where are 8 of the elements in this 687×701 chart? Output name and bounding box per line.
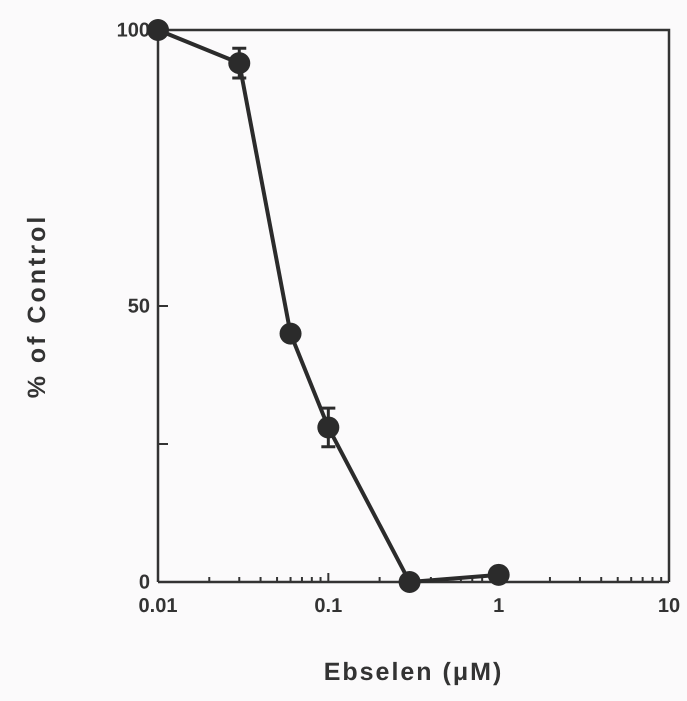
- y-axis-title: % of Control: [23, 214, 51, 398]
- x-axis-title: Ebselen (μM): [324, 658, 504, 686]
- x-tick-label: 0.1: [314, 595, 342, 618]
- x-tick-label: 10: [658, 595, 680, 618]
- y-tick-label: 0: [138, 571, 150, 594]
- x-tick-label: 0.01: [138, 595, 178, 618]
- y-tick-label: 50: [128, 295, 150, 318]
- x-tick-label: 1: [493, 595, 504, 618]
